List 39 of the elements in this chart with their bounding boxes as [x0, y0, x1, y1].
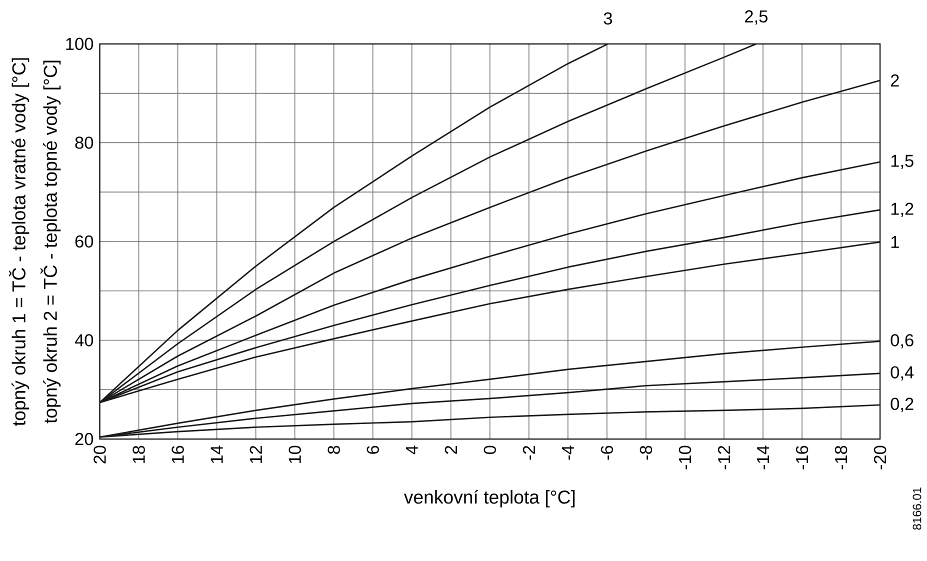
x-tick-label: 10	[288, 446, 301, 464]
y-tick-label: 100	[66, 38, 94, 50]
series-label: 0,6	[890, 334, 914, 348]
x-tick-label: -10	[678, 446, 692, 470]
x-tick-label: 6	[366, 446, 379, 454]
x-tick-label: -4	[562, 446, 574, 460]
series-label: 0,2	[890, 398, 914, 412]
x-tick-label: -12	[718, 446, 730, 470]
y-tick-label: 60	[75, 235, 94, 248]
x-tick-label: 8	[328, 446, 340, 454]
series-label: 2,5	[745, 10, 768, 25]
series-label: 3	[604, 12, 612, 25]
y-tick-label: 20	[75, 433, 94, 446]
x-tick-label: 20	[94, 446, 106, 464]
x-tick-label: 12	[250, 446, 262, 464]
series-label: 1,2	[891, 202, 914, 218]
text: topný okruh 2 = TČ - teplota topné vody [°C]	[40, 60, 61, 424]
x-tick-label: -6	[600, 446, 614, 460]
x-tick-label: 14	[210, 446, 223, 464]
x-tick-label: 2	[444, 446, 457, 454]
y-tick-label: 80	[75, 136, 94, 149]
x-tick-label: -14	[757, 446, 769, 470]
x-tick-label: 18	[132, 446, 145, 464]
x-tick-label: -18	[834, 446, 848, 470]
x-tick-label: 16	[172, 446, 184, 464]
series-label: 1	[891, 236, 899, 248]
x-axis-title: venkovní teplota [°C]	[404, 490, 575, 508]
x-tick-label: -2	[522, 446, 535, 460]
series-label: 2	[890, 74, 899, 87]
x-tick-label: 4	[406, 446, 418, 454]
series-label: 1,5	[891, 155, 914, 170]
x-tick-label: 0	[484, 446, 496, 454]
series-label: 0,4	[890, 366, 914, 381]
x-tick-label: -16	[796, 446, 808, 470]
y-axis-title: topný okruh 1 = TČ - teplota vratné vody [°C]	[8, 58, 30, 426]
text: 8166.01	[912, 488, 922, 530]
x-tick-label: -8	[640, 446, 652, 460]
x-tick-label: -20	[874, 446, 886, 470]
y-tick-label: 40	[74, 334, 94, 346]
